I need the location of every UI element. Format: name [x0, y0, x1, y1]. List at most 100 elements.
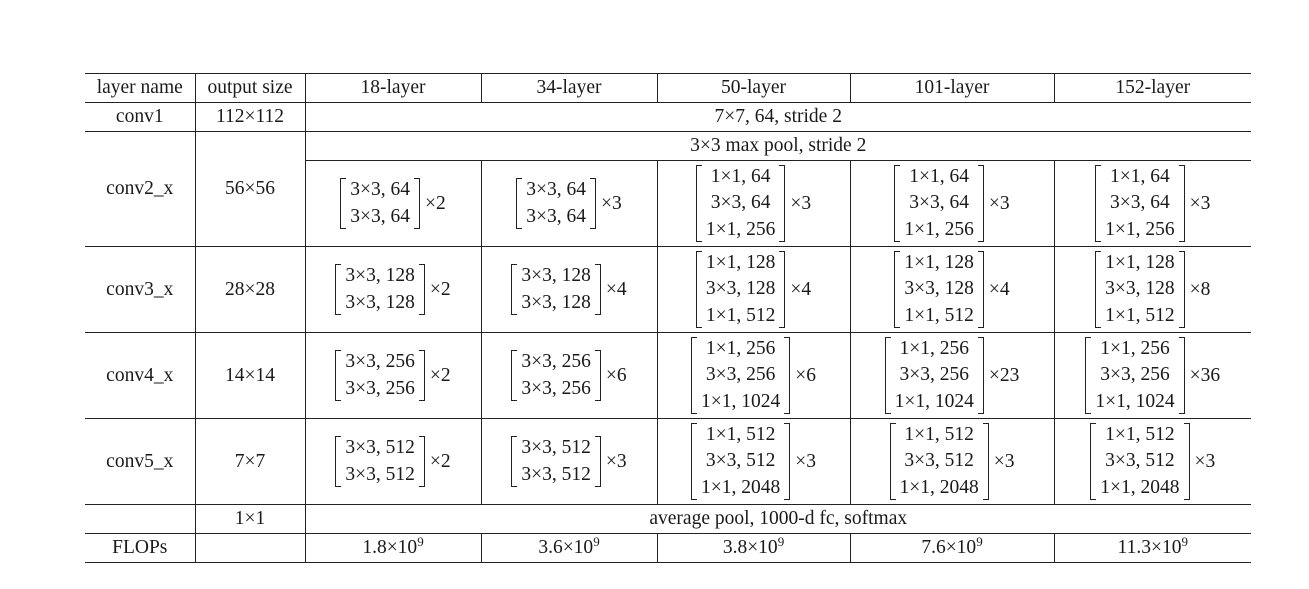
- block-multiplier: ×3: [993, 450, 1015, 472]
- block-cell: 1×1, 64 3×3, 64 1×1, 256 ×3: [656, 160, 850, 247]
- flops-value: 3.6×109: [480, 533, 657, 563]
- flops-value: 1.8×109: [304, 533, 481, 563]
- header-50-layer: 50-layer: [656, 73, 850, 103]
- maxpool-row: conv2_x 56×56 3×3 max pool, stride 2: [85, 131, 1251, 247]
- block-cell: 1×1, 256 3×3, 256 1×1, 1024 ×23: [849, 332, 1054, 419]
- conv1-name: conv1: [85, 102, 195, 132]
- block-cell: 1×1, 64 3×3, 64 1×1, 256 ×3: [1053, 160, 1251, 247]
- block-multiplier: ×6: [605, 364, 627, 386]
- block-multiplier: ×3: [601, 192, 622, 214]
- flops-base: ×10: [1150, 537, 1182, 558]
- flops-base: ×10: [747, 537, 778, 558]
- stage-name: conv3_x: [85, 246, 195, 333]
- block-line: 1×1, 256: [1100, 337, 1170, 359]
- block-cell: 1×1, 64 3×3, 64 1×1, 256 ×3: [849, 160, 1054, 247]
- block-multiplier: ×4: [790, 278, 812, 300]
- resnet-architecture-table: layer name output size 18-layer 34-layer…: [85, 73, 1251, 563]
- block-matrix: 3×3, 256 3×3, 256: [511, 349, 601, 402]
- block-multiplier: ×23: [988, 364, 1020, 386]
- block-line: 3×3, 256: [705, 364, 776, 386]
- block-multiplier: ×4: [605, 278, 627, 300]
- block-matrix: 1×1, 128 3×3, 128 1×1, 512: [695, 250, 786, 330]
- block-group: 3×3, 64 3×3, 64 ×3: [516, 177, 622, 230]
- block-multiplier: ×3: [795, 450, 816, 472]
- final-row: 1×1 average pool, 1000-d fc, softmax: [85, 504, 1251, 534]
- block-cell: 3×3, 256 3×3, 256 ×2: [304, 332, 481, 419]
- stage-output: 28×28: [194, 246, 305, 333]
- block-group: 1×1, 256 3×3, 256 1×1, 1024 ×23: [884, 336, 1020, 416]
- block-line: 3×3, 512: [521, 437, 591, 458]
- block-group: 1×1, 128 3×3, 128 1×1, 512 ×4: [894, 250, 1010, 330]
- block-multiplier: ×3: [790, 192, 812, 214]
- block-multiplier: ×3: [1194, 450, 1216, 472]
- block-line: 3×3, 128: [521, 265, 591, 286]
- block-line: 1×1, 512: [1105, 423, 1175, 445]
- block-line: 1×1, 64: [1110, 165, 1170, 187]
- block-line: 3×3, 64: [526, 179, 586, 200]
- block-matrix: 1×1, 256 3×3, 256 1×1, 1024: [884, 336, 985, 416]
- block-line: 3×3, 512: [345, 463, 415, 485]
- block-line: 1×1, 1024: [1095, 390, 1175, 412]
- flops-output-empty: [194, 533, 305, 563]
- flops-exponent: 9: [777, 534, 785, 549]
- block-multiplier: ×2: [429, 278, 451, 300]
- block-line: 3×3, 512: [345, 437, 415, 458]
- block-line: 1×1, 512: [904, 423, 974, 445]
- block-line: 3×3, 128: [521, 291, 591, 313]
- block-line: 3×3, 128: [705, 278, 776, 300]
- block-group: 1×1, 64 3×3, 64 1×1, 256 ×3: [894, 164, 1010, 244]
- block-group: 1×1, 256 3×3, 256 1×1, 1024 ×36: [1085, 336, 1220, 416]
- block-matrix: 1×1, 64 3×3, 64 1×1, 256: [894, 164, 984, 244]
- maxpool-spec: 3×3 max pool, stride 2: [304, 131, 1251, 161]
- block-line: 3×3, 512: [904, 450, 974, 472]
- header-18-layer: 18-layer: [304, 73, 481, 103]
- conv1-spec: 7×7, 64, stride 2: [304, 102, 1251, 132]
- block-line: 1×1, 512: [1105, 304, 1175, 326]
- block-line: 3×3, 256: [899, 364, 970, 386]
- block-matrix: 1×1, 128 3×3, 128 1×1, 512: [1095, 250, 1185, 330]
- block-matrix: 3×3, 512 3×3, 512: [511, 435, 601, 488]
- block-multiplier: ×3: [988, 192, 1010, 214]
- block-line: 1×1, 64: [909, 165, 969, 187]
- block-line: 3×3, 256: [1100, 364, 1170, 386]
- header-output-size: output size: [194, 73, 305, 103]
- block-line: 1×1, 512: [705, 304, 776, 326]
- block-line: 3×3, 128: [904, 278, 974, 300]
- block-cell: 3×3, 64 3×3, 64 ×2: [304, 160, 481, 247]
- block-line: 3×3, 512: [1105, 450, 1175, 472]
- flops-value: 7.6×109: [849, 533, 1054, 563]
- block-matrix: 3×3, 128 3×3, 128: [511, 263, 601, 316]
- flops-mantissa: 1.8: [362, 537, 387, 558]
- block-cell: 3×3, 512 3×3, 512 ×3: [480, 418, 657, 505]
- block-multiplier: ×36: [1189, 364, 1221, 386]
- block-cell: 1×1, 256 3×3, 256 1×1, 1024 ×6: [656, 332, 850, 419]
- block-cell: 1×1, 512 3×3, 512 1×1, 2048 ×3: [1053, 418, 1251, 505]
- block-line: 3×3, 64: [1110, 192, 1170, 214]
- block-multiplier: ×2: [425, 192, 446, 214]
- conv1-output: 112×112: [194, 102, 305, 132]
- block-line: 3×3, 512: [521, 463, 591, 485]
- block-cell: 1×1, 128 3×3, 128 1×1, 512 ×4: [849, 246, 1054, 333]
- flops-value: 3.8×109: [656, 533, 850, 563]
- block-line: 1×1, 256: [705, 218, 776, 240]
- block-matrix: 1×1, 256 3×3, 256 1×1, 1024: [1085, 336, 1185, 416]
- block-group: 1×1, 512 3×3, 512 1×1, 2048 ×3: [1090, 422, 1215, 502]
- final-output: 1×1: [194, 504, 305, 534]
- block-line: 1×1, 512: [904, 304, 974, 326]
- block-line: 3×3, 256: [521, 377, 591, 399]
- flops-exponent: 9: [1181, 534, 1188, 549]
- block-group: 1×1, 256 3×3, 256 1×1, 1024 ×6: [691, 336, 816, 416]
- block-multiplier: ×2: [429, 364, 451, 386]
- flops-label: FLOPs: [85, 533, 195, 563]
- final-name-empty: [85, 504, 195, 534]
- block-cell: 1×1, 128 3×3, 128 1×1, 512 ×8: [1053, 246, 1251, 333]
- block-line: 1×1, 1024: [701, 390, 781, 412]
- flops-mantissa: 11.3: [1117, 537, 1151, 558]
- block-line: 3×3, 64: [526, 205, 586, 227]
- block-multiplier: ×4: [988, 278, 1010, 300]
- flops-row: FLOPs 1.8×109 3.6×109 3.8×109 7.6×109 11.3×1…: [85, 533, 1251, 563]
- block-line: 3×3, 128: [1105, 278, 1175, 300]
- block-cell: 1×1, 128 3×3, 128 1×1, 512 ×4: [656, 246, 850, 333]
- stage-output: 56×56: [194, 131, 305, 247]
- block-line: 3×3, 64: [909, 192, 969, 214]
